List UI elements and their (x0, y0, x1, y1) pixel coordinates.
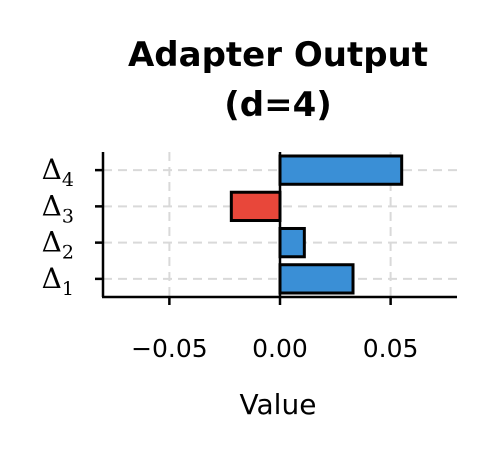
x-ticks: −0.05 0.00 0.05 (131, 297, 418, 363)
x-axis-label: Value (240, 388, 317, 421)
chart-title-line-2: (d=4) (224, 85, 332, 125)
bar-1 (278, 263, 355, 295)
bar-3 (229, 190, 282, 223)
x-tick-label-2: 0.05 (363, 334, 419, 363)
bar-4 (278, 154, 404, 186)
x-tick-label-0: −0.05 (131, 334, 208, 363)
y-tick-label-3: Δ3 (42, 189, 74, 227)
y-tick-label-1: Δ1 (42, 262, 74, 300)
y-tick-label-2: Δ2 (42, 226, 74, 264)
y-tick-label-4: Δ4 (42, 153, 74, 191)
bar-2 (278, 226, 306, 259)
chart-title-line-1: Adapter Output (128, 35, 428, 75)
x-tick-label-1: 0.00 (252, 334, 308, 363)
bars (229, 154, 404, 295)
